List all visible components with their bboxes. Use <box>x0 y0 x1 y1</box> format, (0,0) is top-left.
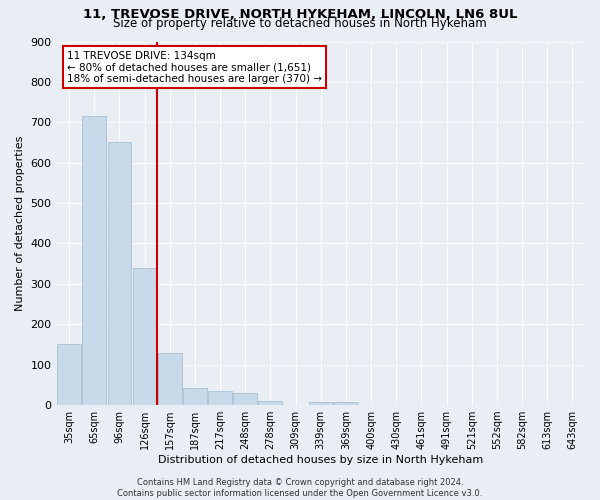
Text: 11, TREVOSE DRIVE, NORTH HYKEHAM, LINCOLN, LN6 8UL: 11, TREVOSE DRIVE, NORTH HYKEHAM, LINCOL… <box>83 8 517 20</box>
Bar <box>259 401 283 405</box>
Bar <box>107 142 131 405</box>
Y-axis label: Number of detached properties: Number of detached properties <box>15 136 25 311</box>
Text: Size of property relative to detached houses in North Hykeham: Size of property relative to detached ho… <box>113 18 487 30</box>
Text: Contains HM Land Registry data © Crown copyright and database right 2024.
Contai: Contains HM Land Registry data © Crown c… <box>118 478 482 498</box>
Text: 11 TREVOSE DRIVE: 134sqm
← 80% of detached houses are smaller (1,651)
18% of sem: 11 TREVOSE DRIVE: 134sqm ← 80% of detach… <box>67 50 322 84</box>
Bar <box>183 388 207 405</box>
Bar <box>82 116 106 405</box>
X-axis label: Distribution of detached houses by size in North Hykeham: Distribution of detached houses by size … <box>158 455 484 465</box>
Bar <box>158 352 182 405</box>
Bar <box>233 393 257 405</box>
Bar <box>208 391 232 405</box>
Bar <box>334 402 358 405</box>
Bar <box>57 344 81 405</box>
Bar <box>309 402 333 405</box>
Bar <box>133 268 157 405</box>
